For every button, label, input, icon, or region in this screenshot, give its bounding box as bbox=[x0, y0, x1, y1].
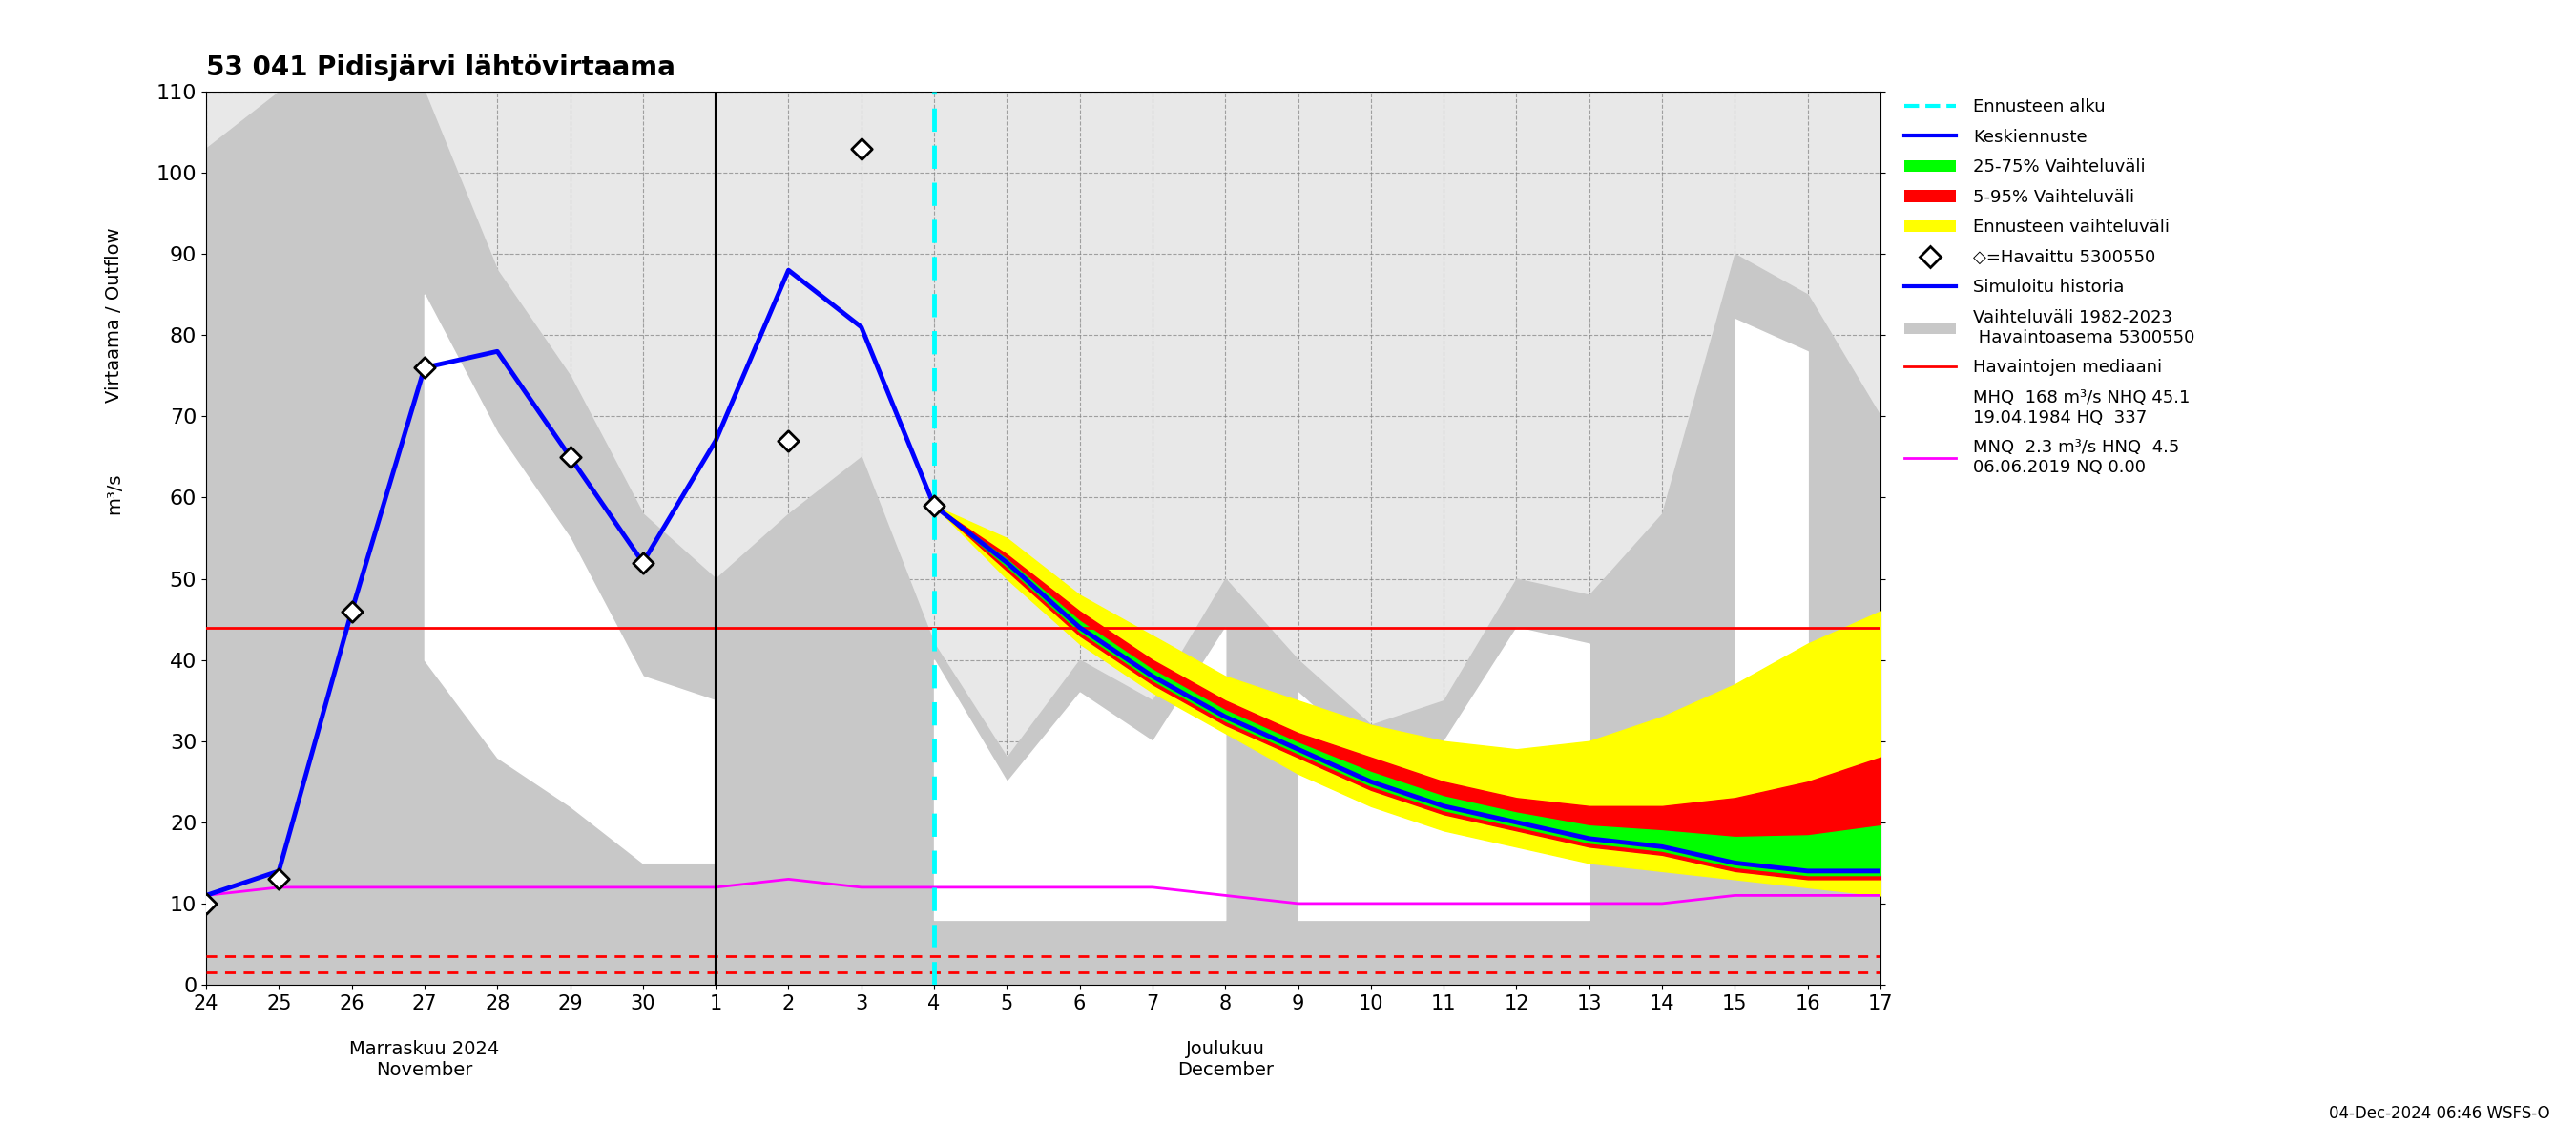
Point bbox=[549, 448, 590, 466]
Point bbox=[840, 140, 881, 158]
Text: Virtaama / Outflow: Virtaama / Outflow bbox=[106, 227, 124, 403]
Point bbox=[623, 553, 665, 571]
Point bbox=[768, 432, 809, 450]
Point bbox=[914, 497, 956, 515]
Point bbox=[332, 602, 374, 621]
Legend: Ennusteen alku, Keskiennuste, 25-75% Vaihteluväli, 5-95% Vaihteluväli, Ennusteen: Ennusteen alku, Keskiennuste, 25-75% Vai… bbox=[1896, 92, 2202, 483]
Point bbox=[258, 870, 299, 889]
Text: m³/s: m³/s bbox=[106, 473, 124, 514]
Point bbox=[185, 894, 227, 913]
Point bbox=[404, 358, 446, 377]
Text: Joulukuu
December: Joulukuu December bbox=[1177, 1041, 1273, 1080]
Text: Marraskuu 2024
November: Marraskuu 2024 November bbox=[350, 1041, 500, 1080]
Text: 04-Dec-2024 06:46 WSFS-O: 04-Dec-2024 06:46 WSFS-O bbox=[2329, 1105, 2550, 1122]
Text: 53 041 Pidisjärvi lähtövirtaama: 53 041 Pidisjärvi lähtövirtaama bbox=[206, 55, 675, 81]
